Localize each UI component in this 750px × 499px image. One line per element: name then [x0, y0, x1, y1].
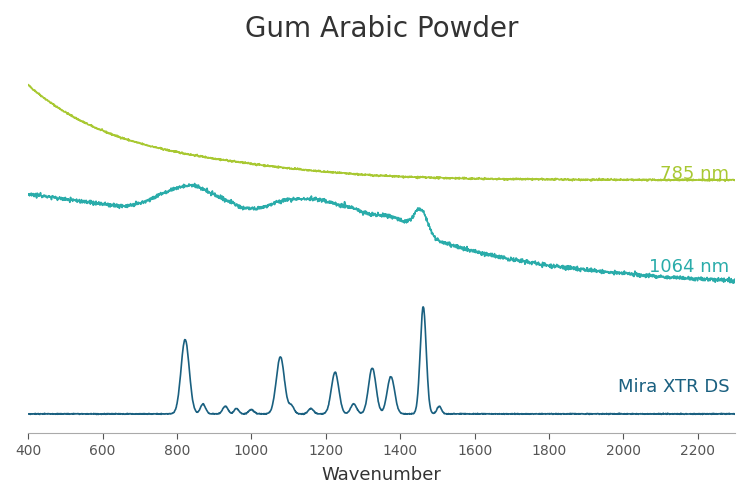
- X-axis label: Wavenumber: Wavenumber: [322, 466, 442, 484]
- Text: Mira XTR DS: Mira XTR DS: [618, 378, 730, 396]
- Text: 785 nm: 785 nm: [661, 165, 730, 183]
- Text: 1064 nm: 1064 nm: [650, 258, 730, 276]
- Title: Gum Arabic Powder: Gum Arabic Powder: [244, 15, 518, 43]
